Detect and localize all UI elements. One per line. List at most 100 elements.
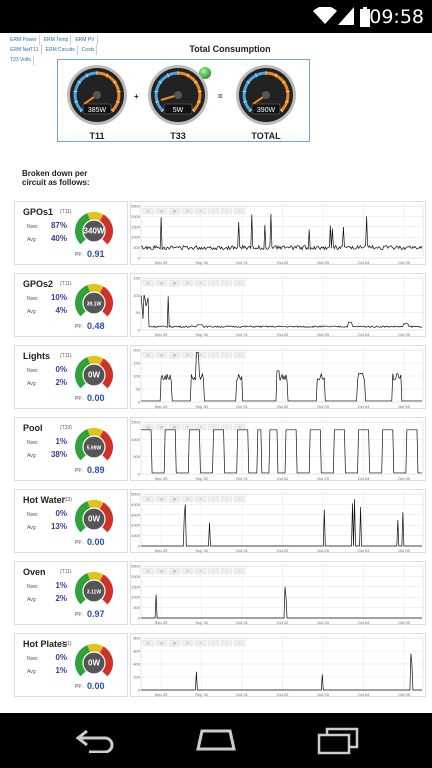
- range-button[interactable]: [155, 495, 168, 503]
- range-button[interactable]: [207, 639, 220, 647]
- x-tick-label: Oct 03: [317, 548, 330, 553]
- link-t33-volts[interactable]: T33 Volts: [8, 55, 34, 65]
- range-button[interactable]: [142, 567, 155, 575]
- range-button[interactable]: [207, 279, 220, 287]
- range-button[interactable]: [207, 567, 220, 575]
- range-button[interactable]: [142, 279, 155, 287]
- link-erm-circuits[interactable]: ERM Circuits: [44, 45, 78, 55]
- range-button[interactable]: [168, 639, 181, 647]
- avg-label: Avg:: [27, 237, 37, 243]
- range-button[interactable]: [142, 351, 155, 359]
- y-tick-label: 50: [136, 387, 141, 392]
- now-label: Now:: [27, 656, 39, 662]
- range-button[interactable]: [207, 207, 220, 215]
- range-button[interactable]: [168, 567, 181, 575]
- gauge-value: 0W: [88, 515, 100, 524]
- range-button[interactable]: [168, 279, 181, 287]
- range-button[interactable]: [220, 495, 233, 503]
- range-button-label: D: [147, 641, 150, 646]
- circuit-chart[interactable]: 1500 1000 500 0 Sep 29 Sep 30 Oct 01 Oct 02 Oct …: [130, 417, 426, 481]
- range-button[interactable]: [220, 207, 233, 215]
- range-button[interactable]: [155, 567, 168, 575]
- range-button[interactable]: [181, 423, 194, 431]
- range-button[interactable]: [233, 639, 246, 647]
- avg-value: 13%: [50, 522, 67, 531]
- dial-tick: [110, 108, 115, 113]
- range-button[interactable]: [181, 207, 194, 215]
- link-costs[interactable]: Costs: [80, 45, 98, 55]
- range-button[interactable]: [220, 351, 233, 359]
- range-button[interactable]: [194, 495, 207, 503]
- range-button[interactable]: [181, 567, 194, 575]
- home-icon[interactable]: [194, 727, 238, 753]
- range-button[interactable]: [168, 351, 181, 359]
- circuit-chart[interactable]: 2500 2000 1500 1000 500 0 Sep 29 Sep 30 Oct 01 Oc…: [130, 201, 426, 265]
- dial-tick: [73, 90, 78, 93]
- range-button[interactable]: [142, 639, 155, 647]
- range-button[interactable]: [181, 351, 194, 359]
- range-button[interactable]: [155, 207, 168, 215]
- range-button[interactable]: [233, 495, 246, 503]
- range-button[interactable]: [233, 567, 246, 575]
- link-erm-pv[interactable]: ERM PV: [73, 35, 98, 45]
- dial-tick: [112, 80, 117, 84]
- x-tick-label: Oct 04: [358, 620, 371, 625]
- range-button[interactable]: [155, 279, 168, 287]
- circuit-chart[interactable]: 150 100 50 0 Sep 29 Sep 30 Oct 01 Oct 02 Oct 03 O…: [130, 273, 426, 337]
- x-tick-label: Oct 04: [358, 692, 371, 697]
- range-button[interactable]: [194, 423, 207, 431]
- pf-value: 0.00: [87, 393, 105, 403]
- range-button[interactable]: [168, 207, 181, 215]
- avg-value: 38%: [50, 450, 67, 459]
- range-button[interactable]: [207, 495, 220, 503]
- menu-links: ERM Power ERM Temp ERM PV ERM NetT11 ERM Ci…: [8, 35, 108, 65]
- link-erm-power[interactable]: ERM Power: [8, 35, 40, 45]
- x-tick-label: Oct 03: [317, 620, 330, 625]
- range-button[interactable]: [233, 207, 246, 215]
- range-button[interactable]: [155, 639, 168, 647]
- total-consumption-panel: 385W T11 + 5W T33 = 390W TOTAL: [57, 59, 310, 142]
- dial-arc-blue: [242, 71, 267, 113]
- range-button[interactable]: [194, 279, 207, 287]
- range-button[interactable]: [142, 495, 155, 503]
- circuit-chart[interactable]: 800 600 400 200 0 Sep 29 Sep 30 Oct 01 Oct 02 Oct…: [130, 633, 426, 697]
- range-button[interactable]: [181, 495, 194, 503]
- y-tick-label: 100: [133, 374, 140, 379]
- range-button[interactable]: [155, 423, 168, 431]
- range-button-label: M: [173, 497, 176, 502]
- range-button[interactable]: [194, 207, 207, 215]
- link-erm-temp[interactable]: ERM Temp: [42, 35, 72, 45]
- range-button[interactable]: [194, 567, 207, 575]
- circuit-source: (T11): [60, 353, 72, 359]
- series-line: [140, 294, 423, 328]
- circuit-chart[interactable]: 200 150 100 50 0 Sep 29 Sep 30 Oct 01 Oct 02 Oct …: [130, 345, 426, 409]
- range-button-label: ‹: [213, 569, 215, 574]
- range-button[interactable]: [181, 279, 194, 287]
- range-button[interactable]: [207, 351, 220, 359]
- range-button-label: Y: [186, 569, 189, 574]
- circuit-chart[interactable]: 2500 2000 1500 1000 500 0 Sep 29 Sep 30 Oct 01 Oc…: [130, 561, 426, 625]
- x-tick-label: Sep 29: [155, 260, 168, 265]
- link-erm-nett11[interactable]: ERM NetT11: [8, 45, 42, 55]
- recent-apps-icon[interactable]: [317, 727, 359, 755]
- range-button-label: W: [160, 569, 164, 574]
- range-button[interactable]: [194, 639, 207, 647]
- page-content[interactable]: ERM Power ERM Temp ERM PV ERM NetT11 ERM Ci…: [0, 33, 432, 713]
- range-button[interactable]: [181, 639, 194, 647]
- t33-gauge-label: T33: [170, 131, 186, 141]
- range-button[interactable]: [220, 423, 233, 431]
- wifi-icon: [313, 7, 337, 24]
- y-tick-label: 1000: [131, 235, 141, 240]
- range-button[interactable]: [142, 207, 155, 215]
- circuit-chart[interactable]: 5000 4000 3000 2000 1000 0 Sep 29 Sep 30 Oct 01 O…: [130, 489, 426, 553]
- range-button[interactable]: [155, 351, 168, 359]
- range-button[interactable]: [233, 351, 246, 359]
- range-button[interactable]: [220, 279, 233, 287]
- back-icon[interactable]: [75, 727, 115, 753]
- range-button[interactable]: [233, 279, 246, 287]
- range-button[interactable]: [220, 639, 233, 647]
- range-button[interactable]: [220, 567, 233, 575]
- range-button-label: «: [199, 641, 202, 646]
- range-button[interactable]: [168, 495, 181, 503]
- range-button[interactable]: [194, 351, 207, 359]
